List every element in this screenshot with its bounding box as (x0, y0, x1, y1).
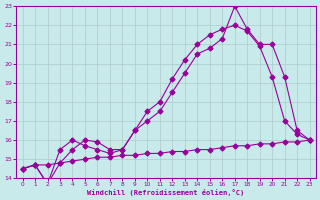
X-axis label: Windchill (Refroidissement éolien,°C): Windchill (Refroidissement éolien,°C) (87, 189, 245, 196)
